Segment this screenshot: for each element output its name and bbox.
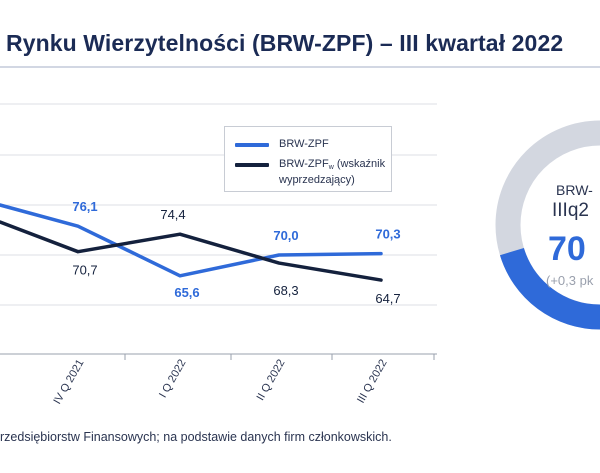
legend-label-brw-zpf-w: BRW-ZPFw (wskaźnik wyprzedzający) — [279, 158, 386, 186]
data-label: 64,7 — [375, 291, 400, 306]
legend-item-brw-zpf: BRW-ZPF — [235, 137, 329, 151]
legend-swatch-brw-zpf — [235, 143, 269, 147]
chart-legend: BRW-ZPF BRW-ZPFw (wskaźnik wyprzedzający… — [224, 126, 392, 192]
legend-item-brw-zpf-w: BRW-ZPFw (wskaźnik wyprzedzający) — [235, 157, 397, 187]
series-line-1 — [0, 220, 383, 282]
data-label: 70,3 — [375, 227, 400, 242]
data-label: 68,3 — [273, 283, 298, 298]
x-tick-label: III Q 2022 — [355, 358, 390, 406]
chart-title: Rynku Wierzytelności (BRW-ZPF) – III kwa… — [6, 30, 564, 56]
x-tick-label: I Q 2022 — [157, 358, 188, 401]
x-tick-label: II Q 2022 — [255, 358, 288, 403]
x-ticks: IV Q 2021 I Q 2022 II Q 2022 III Q 2022 — [51, 354, 435, 407]
source-note: rzedsiębiorstw Finansowych; na podstawie… — [0, 430, 392, 444]
series-layer: 76,1 65,6 70,0 70,3 70,7 74,4 68,3 64,7 — [0, 199, 401, 306]
donut-subtitle: IIIq2 — [552, 200, 589, 221]
donut-title: BRW- — [556, 182, 593, 198]
legend-swatch-brw-zpf-w — [235, 163, 269, 167]
donut-change: (+0,3 pk — [546, 273, 594, 288]
x-tick-label: IV Q 2021 — [51, 358, 86, 407]
data-label: 76,1 — [72, 199, 97, 214]
data-label: 70,0 — [273, 228, 298, 243]
data-label: 74,4 — [160, 207, 185, 222]
data-label: 65,6 — [174, 285, 199, 300]
data-label: 70,7 — [72, 263, 97, 278]
donut-value: 70 — [548, 230, 586, 268]
title-divider — [0, 66, 600, 68]
donut-track — [495, 120, 600, 330]
legend-label-brw-zpf: BRW-ZPF — [279, 138, 329, 150]
donut-chart — [495, 120, 600, 330]
series-line-0 — [0, 203, 383, 278]
